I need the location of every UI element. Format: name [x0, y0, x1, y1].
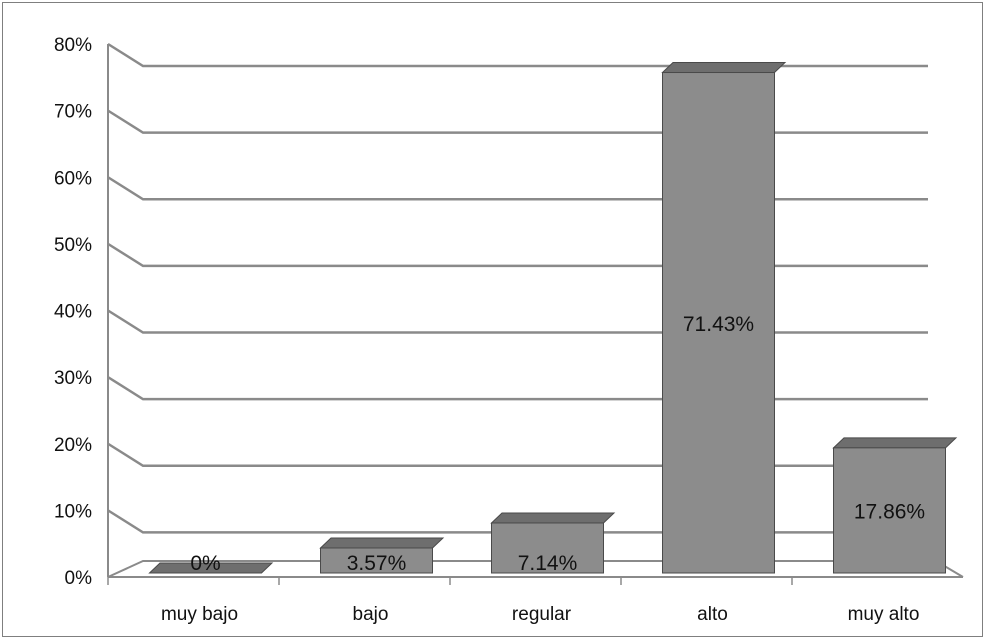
bar-front [320, 547, 433, 574]
labels: 0% 10% 20% 30% 40% 50% 60% 70% 80% 0% muy bajo 3.57… [54, 35, 925, 625]
data-label: 71.43% [683, 313, 754, 336]
y-tick-label: 80% [54, 35, 92, 56]
bar [319, 537, 445, 574]
bar-front [491, 522, 604, 574]
data-label: 7.14% [518, 552, 578, 575]
data-label: 17.86% [854, 500, 925, 523]
data-label: 0% [190, 552, 220, 575]
gridline [107, 442, 928, 467]
x-tick-label: alto [697, 604, 728, 625]
gridlines [107, 42, 928, 534]
x-tick-label: muy alto [848, 604, 920, 625]
y-tick-label: 60% [54, 168, 92, 189]
gridline [107, 242, 928, 268]
data-label: 3.57% [347, 552, 407, 575]
gridline [107, 376, 928, 401]
bar-top [490, 512, 616, 524]
bars [148, 62, 958, 574]
x-tick-label: regular [512, 604, 572, 625]
bar-top [832, 437, 958, 449]
bar-front [833, 447, 946, 574]
y-tick-label: 0% [65, 568, 93, 589]
bar-top [319, 537, 445, 549]
y-tick-label: 40% [54, 302, 92, 323]
bar [148, 562, 274, 574]
bar [832, 437, 958, 574]
gridline [107, 176, 928, 201]
gridline [107, 109, 928, 134]
y-tick-label: 70% [54, 102, 92, 123]
x-tick-label: muy bajo [161, 604, 238, 625]
y-tick-label: 10% [54, 501, 92, 522]
bar [661, 62, 787, 574]
y-tick-label: 50% [54, 235, 92, 256]
x-tick-label: bajo [353, 604, 389, 625]
y-tick-label: 20% [54, 435, 92, 456]
bar-front [662, 72, 775, 574]
bar-top [148, 562, 274, 574]
y-tick-label: 30% [54, 368, 92, 389]
bar-top [661, 62, 787, 74]
gridline [107, 309, 928, 334]
bar [490, 512, 616, 574]
gridline [107, 42, 928, 68]
